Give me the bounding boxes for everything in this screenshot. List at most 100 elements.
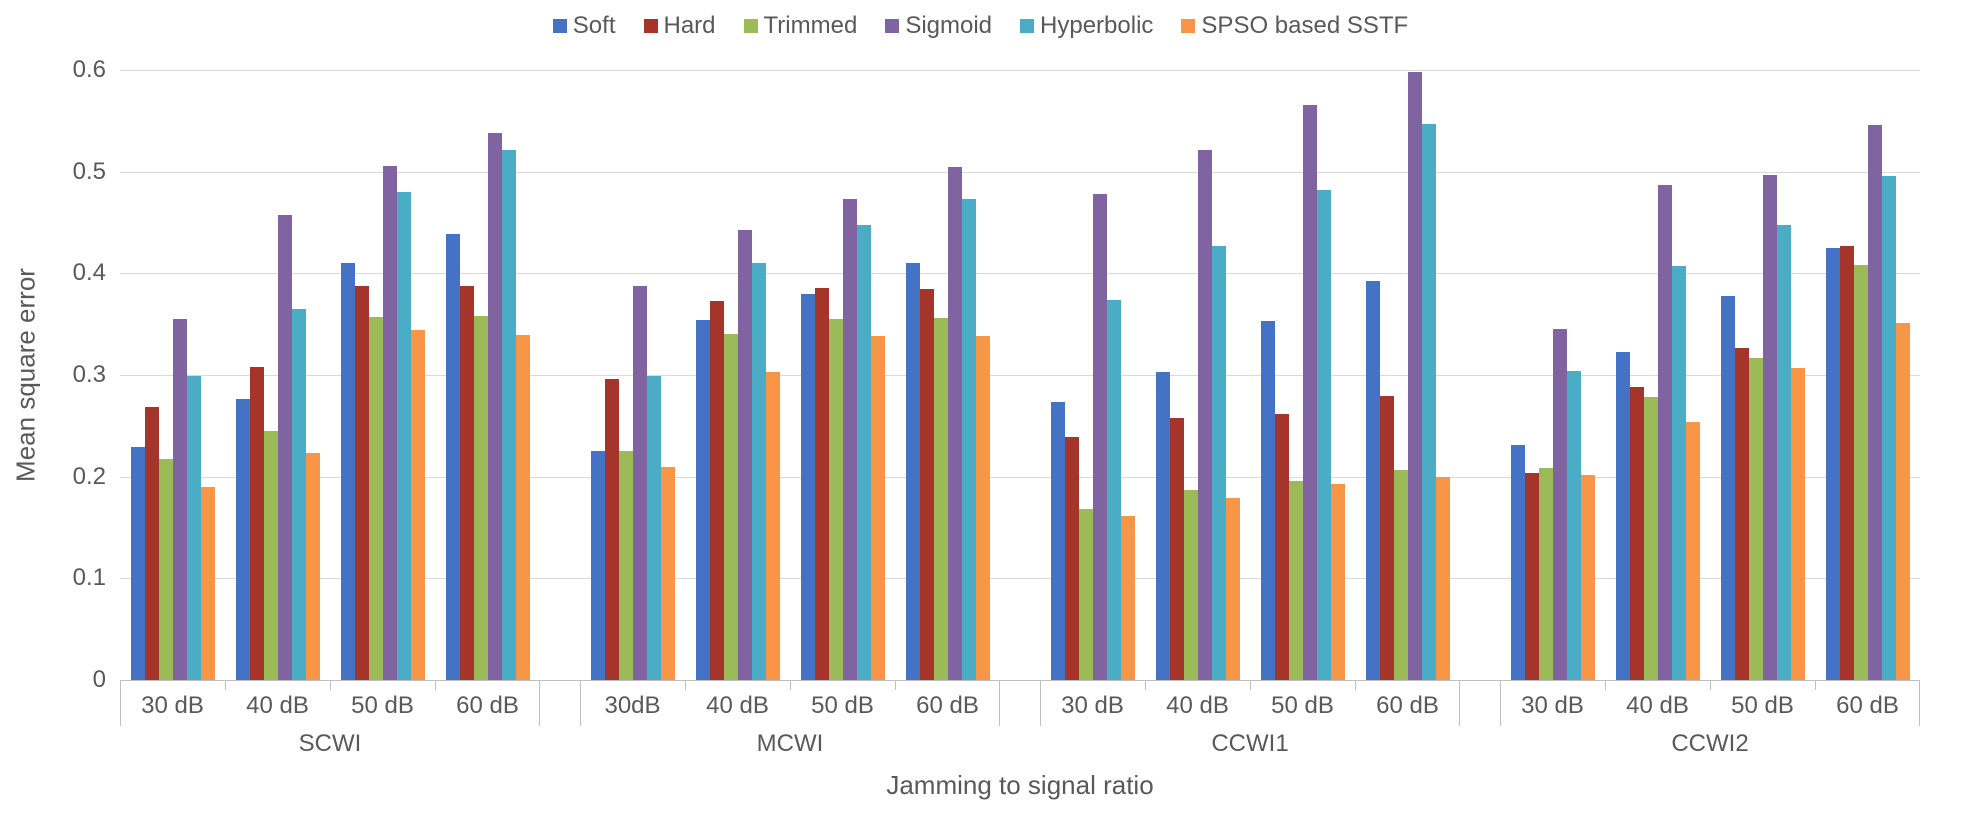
group: MCWI30dB40 dB50 dB60 dB (580, 70, 1000, 680)
cluster: 30 dB (120, 70, 225, 680)
legend-item: Soft (553, 12, 616, 40)
legend-label: SPSO based SSTF (1201, 12, 1408, 40)
bar-hard (1275, 414, 1289, 680)
bar-trimmed (369, 317, 383, 680)
bars (1511, 70, 1595, 680)
cluster: 50 dB (790, 70, 895, 680)
bar-trimmed (1539, 468, 1553, 680)
bar-trimmed (1644, 397, 1658, 680)
bar-trimmed (1749, 358, 1763, 680)
cluster-label: 50 dB (811, 692, 874, 720)
cluster-label: 30 dB (1521, 692, 1584, 720)
bar-hyperbolic (647, 376, 661, 680)
bar-soft (801, 294, 815, 680)
bar-trimmed (829, 319, 843, 680)
cluster: 50 dB (1710, 70, 1815, 680)
cluster-label: 50 dB (351, 692, 414, 720)
y-axis-title: Mean square error (11, 268, 42, 482)
bar-hyperbolic (1882, 176, 1896, 680)
bar-hyperbolic (1422, 124, 1436, 680)
bar-sigmoid (1553, 329, 1567, 680)
bar-soft (446, 234, 460, 680)
bars (1156, 70, 1240, 680)
cluster-tick (1355, 680, 1356, 690)
bar-sigmoid (1763, 175, 1777, 680)
legend-label: Hard (664, 12, 716, 40)
bar-sigmoid (488, 133, 502, 680)
bars (906, 70, 990, 680)
legend-swatch (1181, 19, 1195, 33)
bar-hyperbolic (1317, 190, 1331, 680)
bar-sigmoid (1408, 72, 1422, 680)
cluster-label: 60 dB (916, 692, 979, 720)
cluster-label: 30 dB (1061, 692, 1124, 720)
bar-hard (250, 367, 264, 680)
cluster-label: 40 dB (1626, 692, 1689, 720)
legend-label: Hyperbolic (1040, 12, 1153, 40)
bar-sigmoid (843, 199, 857, 680)
legend-label: Sigmoid (905, 12, 992, 40)
cluster-label: 40 dB (706, 692, 769, 720)
bar-soft (1826, 248, 1840, 680)
bar-sigmoid (738, 230, 752, 680)
bar-hard (1630, 387, 1644, 680)
cluster-tick (685, 680, 686, 690)
bar-spso (1121, 516, 1135, 680)
cluster: 40 dB (225, 70, 330, 680)
bar-soft (1616, 352, 1630, 680)
bar-hard (1065, 437, 1079, 680)
bar-hyperbolic (187, 376, 201, 680)
bar-soft (1721, 296, 1735, 680)
cluster-label: 30dB (604, 692, 660, 720)
y-tick-label: 0 (93, 666, 120, 694)
bar-sigmoid (173, 319, 187, 680)
mse-bar-chart: SoftHardTrimmedSigmoidHyperbolicSPSO bas… (0, 0, 1961, 832)
y-tick-label: 0.1 (73, 564, 120, 592)
bar-soft (341, 263, 355, 680)
bar-hyperbolic (1672, 266, 1686, 680)
bar-spso (976, 336, 990, 680)
cluster-tick (1605, 680, 1606, 690)
cluster-tick (225, 680, 226, 690)
bar-sigmoid (633, 286, 647, 680)
bar-sigmoid (278, 215, 292, 680)
bars (696, 70, 780, 680)
bar-spso (516, 335, 530, 680)
bar-trimmed (159, 459, 173, 680)
cluster: 50 dB (330, 70, 435, 680)
bar-hard (1735, 348, 1749, 680)
bar-sigmoid (1198, 150, 1212, 680)
bars (591, 70, 675, 680)
y-tick-label: 0.6 (73, 56, 120, 84)
y-tick-label: 0.5 (73, 158, 120, 186)
legend-item: SPSO based SSTF (1181, 12, 1408, 40)
bar-hard (355, 286, 369, 680)
cluster-tick (330, 680, 331, 690)
bar-spso (1686, 422, 1700, 680)
bar-spso (1331, 484, 1345, 680)
cluster: 30 dB (1040, 70, 1145, 680)
legend-swatch (553, 19, 567, 33)
cluster-label: 50 dB (1731, 692, 1794, 720)
bars (1721, 70, 1805, 680)
bars (1261, 70, 1345, 680)
bar-hard (1170, 418, 1184, 680)
cluster-label: 60 dB (1836, 692, 1899, 720)
bar-hard (1525, 473, 1539, 680)
bar-trimmed (1184, 490, 1198, 680)
bar-sigmoid (1658, 185, 1672, 680)
y-tick-label: 0.3 (73, 361, 120, 389)
y-tick-label: 0.4 (73, 259, 120, 287)
bar-soft (1511, 445, 1525, 680)
bar-hard (145, 407, 159, 680)
bar-spso (201, 487, 215, 680)
bar-sigmoid (1303, 105, 1317, 680)
bar-hyperbolic (397, 192, 411, 680)
bar-spso (306, 453, 320, 680)
cluster-tick (895, 680, 896, 690)
cluster-tick (790, 680, 791, 690)
group-label: SCWI (299, 730, 362, 758)
bar-spso (1791, 368, 1805, 680)
bars (801, 70, 885, 680)
cluster: 60 dB (1815, 70, 1920, 680)
